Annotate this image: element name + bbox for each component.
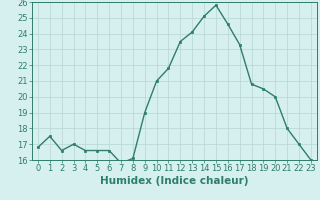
- X-axis label: Humidex (Indice chaleur): Humidex (Indice chaleur): [100, 176, 249, 186]
